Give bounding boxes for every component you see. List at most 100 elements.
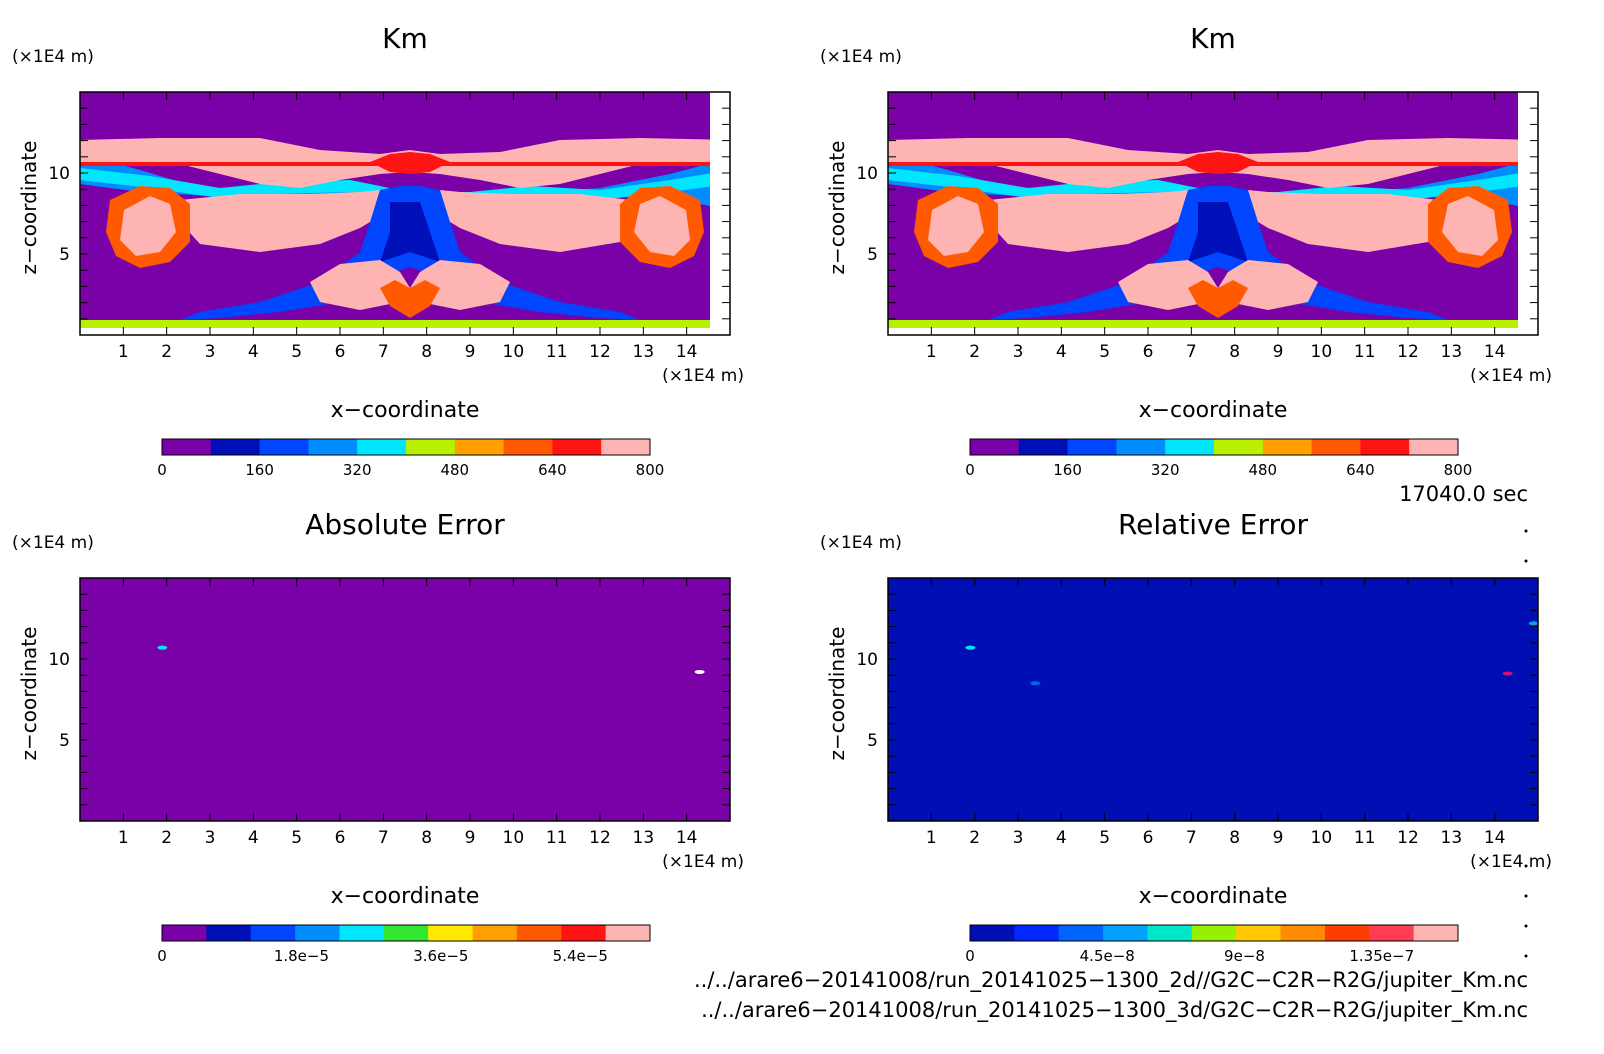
panel-title: Relative Error xyxy=(1118,508,1309,541)
colorbar-swatch-10 xyxy=(1369,925,1415,941)
z-tick-label: 5 xyxy=(59,731,70,751)
x-tick-label: 14 xyxy=(1484,828,1506,848)
x-tick-label: 4 xyxy=(1056,828,1067,848)
panel-title: Km xyxy=(1190,22,1236,55)
colorbar-tick-label: 320 xyxy=(343,461,372,479)
x-tick-label: 1 xyxy=(926,828,937,848)
colorbar-swatch-11 xyxy=(1413,925,1459,941)
colorbar-swatch-10 xyxy=(601,439,651,455)
colorbar-swatch-3 xyxy=(1067,439,1117,455)
colorbar-swatch-4 xyxy=(1116,439,1166,455)
colorbar-tick-label: 640 xyxy=(1346,461,1375,479)
colorbar-swatch-8 xyxy=(472,925,518,941)
x-tick-label: 12 xyxy=(1397,342,1419,362)
colorbar-swatch-3 xyxy=(250,925,296,941)
x-tick-label: 13 xyxy=(1441,828,1463,848)
x-tick-label: 14 xyxy=(676,342,698,362)
x-tick-label: 13 xyxy=(1441,342,1463,362)
x-tick-label: 11 xyxy=(1354,828,1376,848)
z-tick-label: 10 xyxy=(856,650,878,670)
km-lower-pink xyxy=(180,190,640,252)
colorbar-frame xyxy=(969,438,1459,456)
x-axis-title: x−coordinate xyxy=(331,884,480,909)
x-tick-label: 8 xyxy=(1229,828,1240,848)
x-tick-label: 7 xyxy=(378,828,389,848)
x-axis-title: x−coordinate xyxy=(1139,398,1288,423)
colorbar-swatch-7 xyxy=(428,925,474,941)
x-tick-label: 7 xyxy=(1186,342,1197,362)
z-tick-label: 5 xyxy=(867,245,878,265)
km-upper-notch xyxy=(1128,134,1308,148)
km-plume-left-core xyxy=(928,196,984,256)
x-tick-label: 5 xyxy=(1099,828,1110,848)
colorbar-swatch-1 xyxy=(162,439,212,455)
error-spot-4 xyxy=(1528,621,1539,626)
x-tick-label: 5 xyxy=(1099,342,1110,362)
x-tick-label: 14 xyxy=(676,828,698,848)
colorbar-swatch-10 xyxy=(1409,439,1459,455)
colorbar-swatch-5 xyxy=(339,925,385,941)
x-tick-label: 9 xyxy=(1273,342,1284,362)
km-bottom-red xyxy=(1188,280,1248,318)
x-tick-label: 11 xyxy=(1354,342,1376,362)
colorbar-swatch-4 xyxy=(308,439,358,455)
colorbar-tick-label: 0 xyxy=(157,461,167,479)
colorbar-swatch-6 xyxy=(1214,439,1264,455)
km-bottom-strip xyxy=(888,320,1518,328)
colorbar-swatch-4 xyxy=(1103,925,1148,941)
colorbar-tick-label: 160 xyxy=(245,461,274,479)
colorbar-swatch-6 xyxy=(1191,925,1237,941)
km-plume-left-core xyxy=(120,196,176,256)
z-tick-label: 5 xyxy=(59,245,70,265)
colorbar-frame xyxy=(969,924,1459,942)
km-plume-right-core xyxy=(634,196,690,256)
x-unit-label: (×1E4 m) xyxy=(662,366,744,386)
z-tick-label: 10 xyxy=(856,164,878,184)
colorbar-swatch-4 xyxy=(295,925,340,941)
colorbar-tick-label: 5.4e−5 xyxy=(553,947,608,965)
x-tick-label: 11 xyxy=(546,828,568,848)
km-center-core xyxy=(1188,202,1248,262)
colorbar-tick-label: 4.5e−8 xyxy=(1080,947,1135,965)
colorbar-tick-label: 0 xyxy=(157,947,167,965)
x-axis-title: x−coordinate xyxy=(1139,884,1288,909)
error-spot-1 xyxy=(965,645,976,650)
time-label: 17040.0 sec xyxy=(1399,482,1528,506)
x-tick-label: 1 xyxy=(118,828,129,848)
panel-title: Absolute Error xyxy=(305,508,505,541)
km-center-core xyxy=(380,202,440,262)
km-lower-pink xyxy=(988,190,1448,252)
colorbar-swatch-2 xyxy=(206,925,252,941)
colorbar-swatch-6 xyxy=(406,439,456,455)
x-tick-label: 13 xyxy=(633,828,655,848)
error-spot-2 xyxy=(694,669,705,674)
colorbar-swatch-2 xyxy=(1018,439,1069,455)
colorbar-tick-label: 800 xyxy=(636,461,665,479)
z-tick-label: 10 xyxy=(48,164,70,184)
colorbar-swatch-10 xyxy=(561,925,607,941)
km-upper-notch xyxy=(320,134,500,148)
colorbar-swatch-6 xyxy=(383,925,429,941)
colorbar-swatch-8 xyxy=(503,439,553,455)
colorbar-swatch-3 xyxy=(1058,925,1104,941)
z-unit-label: (×1E4 m) xyxy=(12,533,94,553)
colorbar-swatch-1 xyxy=(162,925,207,941)
colorbar-swatch-9 xyxy=(1360,439,1410,455)
colorbar-swatch-8 xyxy=(1311,439,1361,455)
colorbar-swatch-2 xyxy=(210,439,261,455)
colorbar-swatch-8 xyxy=(1280,925,1326,941)
z-unit-label: (×1E4 m) xyxy=(820,533,902,553)
colorbar-swatch-3 xyxy=(259,439,309,455)
colorbar-swatch-1 xyxy=(970,925,1015,941)
x-axis-title: x−coordinate xyxy=(331,398,480,423)
km-bottom-pink xyxy=(888,328,1538,335)
z-axis-title: z−coordinate xyxy=(825,627,849,761)
error-spot-2 xyxy=(1030,681,1041,686)
error-spot-1 xyxy=(157,645,168,650)
z-tick-label: 5 xyxy=(867,731,878,751)
